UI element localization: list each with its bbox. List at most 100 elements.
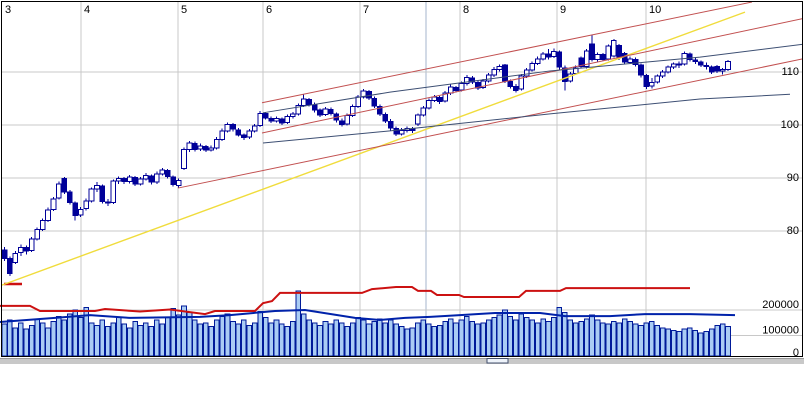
volume-bar (23, 328, 30, 357)
volume-bar (534, 322, 541, 357)
volume-bar (665, 328, 671, 357)
volume-bar (431, 326, 438, 357)
volume-bar (290, 320, 296, 357)
red-channel-middle (261, 18, 802, 134)
candle-up (665, 66, 671, 73)
candle-down (545, 53, 552, 58)
volume-bar (567, 319, 574, 357)
volume-bar (328, 323, 334, 357)
volume-bar (687, 327, 693, 357)
candle-up (551, 50, 557, 58)
h-scrollbar-thumb[interactable] (486, 358, 509, 364)
x-axis-label: 7 (363, 4, 369, 16)
candle-down (366, 91, 372, 99)
candle-down (589, 43, 595, 60)
volume-bar (545, 320, 552, 357)
candle-up (175, 180, 182, 186)
volume-bar (491, 317, 497, 357)
volume-bar (344, 326, 351, 357)
volume-bar (262, 317, 269, 357)
candle-down (279, 118, 285, 124)
volume-bar (513, 319, 519, 357)
volume-bar (453, 322, 459, 357)
volume-bar (540, 318, 546, 357)
candle-down (692, 59, 699, 62)
volume-bar (360, 319, 367, 357)
volume-bar (132, 320, 138, 357)
candle-up (28, 238, 35, 252)
volume-bar (583, 318, 590, 357)
yellow-trendline (2, 11, 746, 286)
candle-up (18, 246, 24, 254)
axis-labels: 3 4 5 6 7 8 9 10 110 100 90 80 200000 100000 0 (5, 4, 799, 359)
volume-bar (105, 326, 111, 357)
volume-bar (208, 326, 215, 357)
volume-bar (186, 312, 193, 357)
volume-ma-red (0, 286, 690, 316)
volume-bar (610, 320, 617, 357)
candle-down (556, 51, 563, 68)
navy-trendline-upper (262, 43, 802, 114)
volume-bar (442, 320, 448, 357)
volume-bar (164, 317, 171, 357)
volume-bar (241, 319, 247, 357)
candle-down (66, 191, 73, 203)
candle-up (420, 107, 427, 116)
volume-bar (529, 319, 535, 357)
x-axis-label: 5 (181, 4, 187, 16)
candle-up (344, 114, 351, 125)
candle-down (562, 67, 568, 83)
candle-down (616, 45, 623, 59)
candles (1, 34, 731, 277)
volume-bar (110, 322, 117, 357)
volume-bar (638, 324, 644, 357)
candle-up (34, 228, 40, 240)
candle-down (241, 134, 247, 139)
volume-bar (202, 322, 209, 357)
volume-bar (284, 326, 291, 357)
volume-bar (181, 305, 187, 357)
volume-bar (409, 327, 416, 357)
candle-down (72, 202, 79, 217)
volume-bar (698, 332, 704, 357)
volume-bar (175, 314, 182, 357)
candle-up (485, 74, 492, 82)
candle-down (632, 58, 639, 66)
volume-bar (28, 324, 35, 357)
candle-up (115, 178, 122, 182)
volume-bar (670, 329, 677, 357)
candle-up (126, 176, 133, 183)
volume-bar (50, 320, 57, 357)
volume-bar (235, 323, 242, 357)
volume-bar (143, 322, 149, 357)
volume-bar (594, 319, 601, 357)
candle-down (170, 176, 176, 185)
candle-down (600, 54, 606, 60)
volume-bar (523, 317, 530, 357)
volume-bar (99, 319, 106, 357)
candle-down (328, 109, 334, 114)
candle-up (154, 173, 160, 183)
candle-up (208, 147, 215, 151)
candle-up (290, 113, 296, 118)
volume-bar (18, 322, 24, 357)
candle-up (480, 80, 487, 88)
volume-bar (382, 322, 389, 357)
volume-bar (643, 322, 650, 357)
h-scrollbar-track[interactable] (0, 358, 804, 364)
x-axis-label: 3 (5, 4, 11, 16)
volume-bar (88, 322, 95, 357)
volume-bar (420, 319, 427, 357)
volume-bar (115, 317, 122, 357)
candle-up (137, 178, 144, 185)
candle-down (1, 249, 8, 260)
candle-down (698, 61, 704, 66)
candle-down (453, 86, 459, 92)
volume-bar (39, 322, 46, 357)
volume-bar (56, 315, 62, 357)
candle-down (387, 120, 394, 129)
candle-up (529, 63, 535, 71)
volume-bar (426, 323, 432, 357)
